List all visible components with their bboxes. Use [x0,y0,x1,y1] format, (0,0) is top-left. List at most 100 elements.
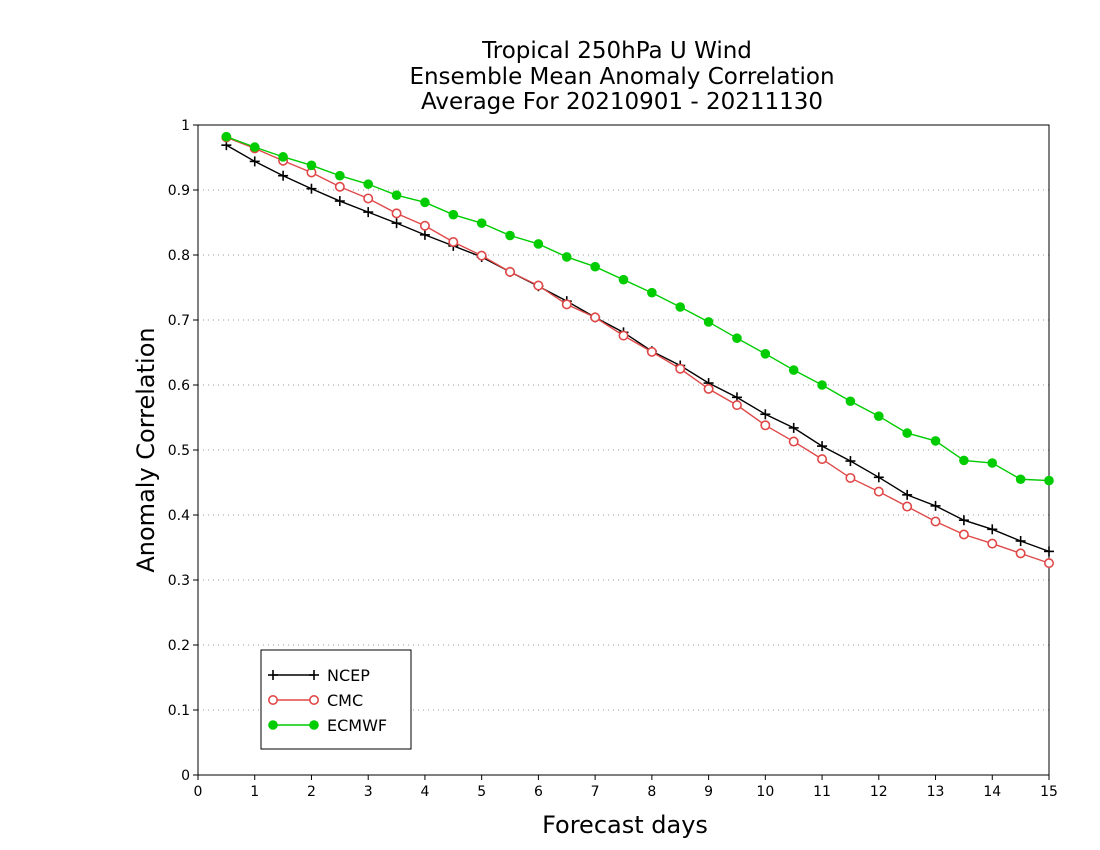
legend-item-ncep: NCEP [268,666,370,685]
x-axis-ticks: 0 1 2 3 4 5 6 7 8 9 10 11 12 13 14 15 [194,775,1058,800]
data-point-ncep [278,170,289,181]
legend-marker [267,694,278,705]
data-point-ecmwf [1044,475,1054,486]
series-line-ecmwf [226,136,1050,482]
x-tick-label: 8 [647,784,656,800]
data-point-cmc [561,299,572,310]
data-point-ecmwf [618,274,629,285]
x-tick-label: 3 [364,784,373,800]
data-point-cmc [419,220,430,231]
data-point-ecmwf [760,349,771,359]
data-point-cmc [448,237,459,248]
y-tick-label: 0.2 [168,638,190,654]
data-point-ecmwf [335,170,345,181]
legend: NCEP CMC ECMWF [260,649,412,750]
y-tick-label: 0.9 [168,183,190,199]
data-point-cmc [618,330,629,341]
x-tick-label: 15 [1040,784,1058,800]
data-point-cmc [703,383,714,394]
data-point-ecmwf [363,179,374,189]
data-point-ecmwf [930,436,941,446]
data-point-cmc [760,420,771,431]
data-point-ecmwf [306,160,317,171]
legend-item-ecmwf: ECMWF [268,716,387,735]
y-tick-label: 0.8 [168,248,190,264]
data-point-ecmwf [703,317,714,327]
title-line-3: Average For 20210901 - 20211130 [421,89,823,115]
data-point-ncep [363,207,374,218]
data-point-ncep [930,500,941,511]
y-tick-label: 0.3 [168,573,190,589]
data-point-ecmwf [391,190,402,200]
legend-marker [268,670,278,680]
x-tick-label: 5 [477,784,486,800]
series-cmc [221,132,1055,569]
x-tick-label: 1 [250,784,259,800]
data-point-ecmwf [278,152,288,162]
data-point-ecmwf [902,428,912,438]
y-tick-label: 0 [181,768,190,784]
data-point-cmc [363,193,374,204]
y-tick-label: 0.7 [168,313,190,329]
data-point-cmc [675,363,686,374]
data-point-ecmwf [874,411,884,422]
y-tick-label: 0.4 [168,508,190,524]
data-point-ecmwf [505,230,515,241]
legend-marker [309,720,319,730]
x-tick-label: 7 [591,784,600,800]
data-point-cmc [334,181,345,192]
data-point-cmc [873,486,884,497]
title-line-2: Ensemble Mean Anomaly Correlation [409,64,834,90]
data-point-ncep [817,441,828,452]
data-point-ncep [873,472,884,483]
y-axis-title: Anomaly Correlation [132,327,160,572]
chart-title: Tropical 250hPa U Wind Ensemble Mean Ano… [409,38,834,115]
x-tick-label: 10 [756,784,774,800]
data-point-ncep [391,218,402,229]
data-point-cmc [646,346,657,357]
data-point-ncep [788,422,799,433]
data-point-ncep [902,489,913,500]
data-point-ecmwf [647,287,657,298]
data-point-ecmwf [788,365,799,375]
data-point-ecmwf [1015,474,1026,485]
data-point-ecmwf [476,218,487,228]
data-point-cmc [845,472,856,483]
data-point-ecmwf [561,252,572,262]
series-ecmwf [221,131,1054,486]
grid-lines [198,189,1049,711]
data-point-cmc [788,436,799,447]
legend-label: CMC [327,691,363,710]
series-line-cmc [226,136,1050,564]
data-point-ncep [1015,536,1026,546]
series-ncep [221,140,1054,557]
data-point-cmc [533,280,544,291]
legend-label: ECMWF [327,716,387,735]
x-tick-label: 2 [307,784,316,800]
x-tick-label: 0 [194,784,203,800]
data-point-cmc [731,400,742,411]
legend-item-cmc: CMC [267,691,363,710]
data-point-ecmwf [959,455,969,466]
title-line-1: Tropical 250hPa U Wind [481,38,752,64]
data-point-cmc [1044,558,1055,569]
data-point-ncep [845,456,856,467]
data-point-ecmwf [533,239,544,249]
x-tick-label: 9 [704,784,713,800]
data-point-ncep [987,524,998,535]
x-tick-label: 4 [420,784,429,800]
data-point-cmc [987,538,998,549]
data-point-cmc [930,516,941,527]
y-tick-label: 0.5 [168,443,190,459]
legend-marker [309,670,319,680]
data-point-ecmwf [987,458,998,468]
x-tick-label: 12 [870,784,888,800]
x-tick-label: 6 [534,784,543,800]
data-point-cmc [590,312,601,323]
data-point-ecmwf [448,209,459,220]
data-point-ecmwf [420,197,430,208]
x-tick-label: 14 [983,784,1001,800]
data-point-cmc [958,529,969,540]
series-layer [221,131,1055,569]
